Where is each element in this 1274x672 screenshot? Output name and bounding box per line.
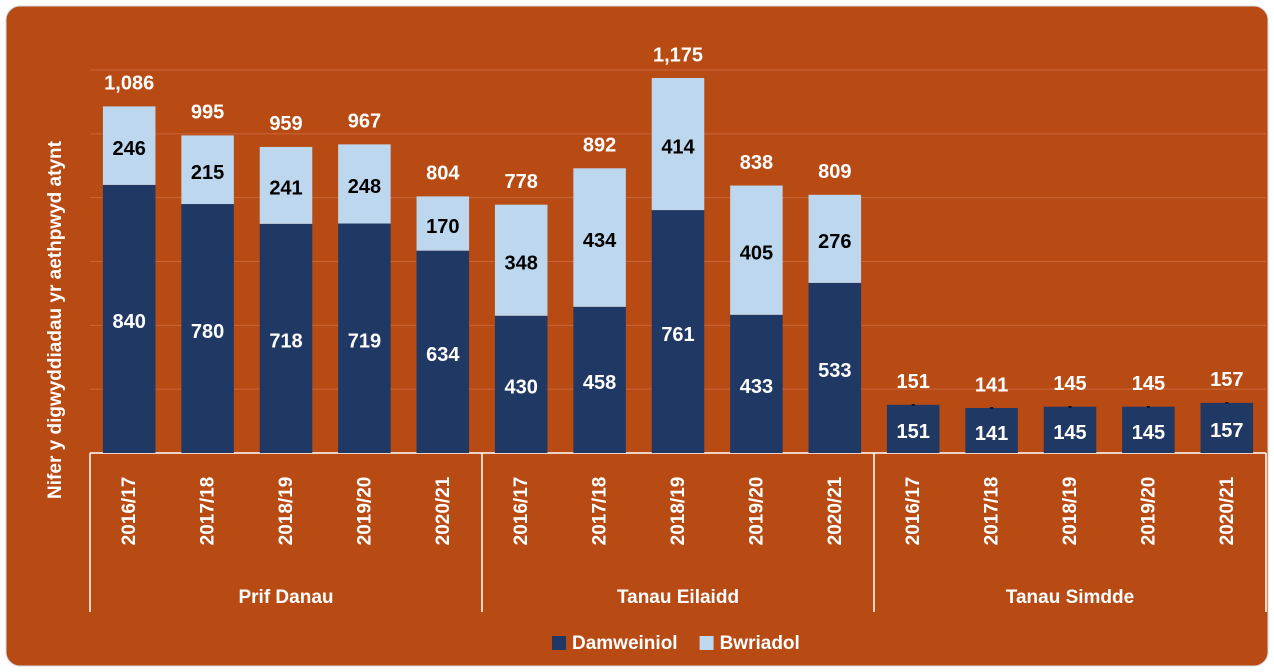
data-label: 414 [661, 136, 695, 158]
group-label: Tanau Eilaidd [617, 587, 739, 608]
bar-segment [730, 314, 783, 453]
bar-segment [1043, 406, 1097, 453]
data-label: 719 [348, 331, 381, 353]
x-tick-label: 2018/19 [1060, 477, 1081, 546]
bar-segment [808, 194, 862, 283]
data-label: 405 [740, 242, 773, 264]
data-label: - [990, 400, 994, 414]
data-label: 348 [505, 253, 538, 275]
group-label: Tanau Simdde [1006, 587, 1134, 608]
x-tick-label: 2020/21 [433, 476, 454, 545]
data-label: 141 [975, 423, 1008, 445]
total-label: 959 [269, 113, 302, 135]
x-tick-label: 2019/20 [746, 477, 767, 546]
legend-label: Damweiniol [572, 633, 678, 654]
chart-background [5, 5, 1269, 667]
total-label: 995 [191, 102, 224, 124]
x-tick-label: 2016/17 [511, 477, 532, 546]
data-label: 458 [583, 372, 616, 394]
data-label: - [911, 397, 915, 411]
x-tick-label: 2019/20 [1138, 477, 1159, 546]
legend-label: Bwriadol [720, 633, 800, 654]
total-label: 141 [975, 374, 1008, 396]
bar-segment [965, 407, 1018, 453]
data-label: 434 [583, 230, 617, 252]
data-label: 840 [113, 311, 146, 333]
data-label: 246 [113, 138, 146, 160]
data-label: 780 [191, 321, 224, 343]
total-label: 1,086 [104, 73, 154, 95]
bar-segment [651, 210, 705, 453]
bar-segment [494, 204, 548, 316]
bar-segment [573, 168, 626, 307]
data-label: 430 [505, 377, 538, 399]
data-label: 241 [269, 178, 302, 200]
bar-segment [1122, 406, 1175, 453]
bar-segment [886, 404, 940, 453]
bar-segment [808, 282, 862, 453]
data-label: 276 [818, 231, 851, 253]
total-label: 145 [1132, 373, 1165, 395]
bar-segment [1200, 402, 1254, 453]
x-tick-label: 2017/18 [590, 477, 611, 546]
data-label: 170 [426, 216, 459, 238]
x-tick-label: 2020/21 [1217, 476, 1238, 545]
group-label: Prif Danau [238, 587, 333, 608]
bar-segment [651, 77, 705, 211]
data-label: 157 [1210, 420, 1243, 442]
legend-swatch [552, 636, 566, 650]
bar-segment [416, 250, 470, 453]
x-tick-label: 2018/19 [668, 477, 689, 546]
data-label: - [1225, 395, 1229, 409]
total-label: 892 [583, 135, 616, 157]
data-label: 533 [818, 360, 851, 382]
data-label: - [1068, 399, 1072, 413]
total-label: 145 [1053, 373, 1086, 395]
data-label: - [1146, 399, 1150, 413]
bar-segment [416, 196, 470, 251]
total-label: 809 [818, 161, 851, 183]
data-label: 215 [191, 162, 224, 184]
bar-segment [181, 204, 234, 453]
x-tick-label: 2016/17 [903, 477, 924, 546]
bar-segment [494, 315, 548, 453]
data-label: 145 [1132, 422, 1165, 444]
total-label: 804 [426, 163, 460, 185]
total-label: 151 [897, 371, 930, 393]
x-tick-label: 2017/18 [198, 477, 219, 546]
x-tick-label: 2016/17 [119, 477, 140, 546]
bar-segment [730, 185, 783, 315]
data-label: 248 [348, 176, 381, 198]
legend-swatch [699, 636, 714, 650]
data-label: 634 [426, 344, 460, 366]
y-axis-label: Nifer y digwyddiadau yr aethpwyd atynt [45, 140, 66, 499]
bar-segment [102, 106, 156, 185]
data-label: 151 [897, 421, 930, 443]
bar-segment [259, 223, 313, 453]
x-tick-label: 2017/18 [982, 477, 1003, 546]
total-label: 778 [505, 171, 538, 193]
x-tick-label: 2019/20 [354, 477, 375, 546]
bar-segment [181, 135, 234, 205]
total-label: 1,175 [653, 44, 703, 66]
x-tick-label: 2020/21 [825, 476, 846, 545]
data-label: 761 [661, 324, 694, 346]
total-label: 157 [1210, 369, 1243, 391]
data-label: 718 [269, 331, 302, 353]
bar-segment [573, 306, 626, 453]
bar-segment [338, 223, 391, 453]
x-tick-label: 2018/19 [276, 477, 297, 546]
bar-segment [338, 144, 391, 224]
total-label: 967 [348, 111, 381, 133]
data-label: 433 [740, 376, 773, 398]
bar-segment [102, 184, 156, 453]
bar-segment [259, 146, 313, 224]
data-label: 145 [1053, 422, 1086, 444]
total-label: 838 [740, 152, 773, 174]
